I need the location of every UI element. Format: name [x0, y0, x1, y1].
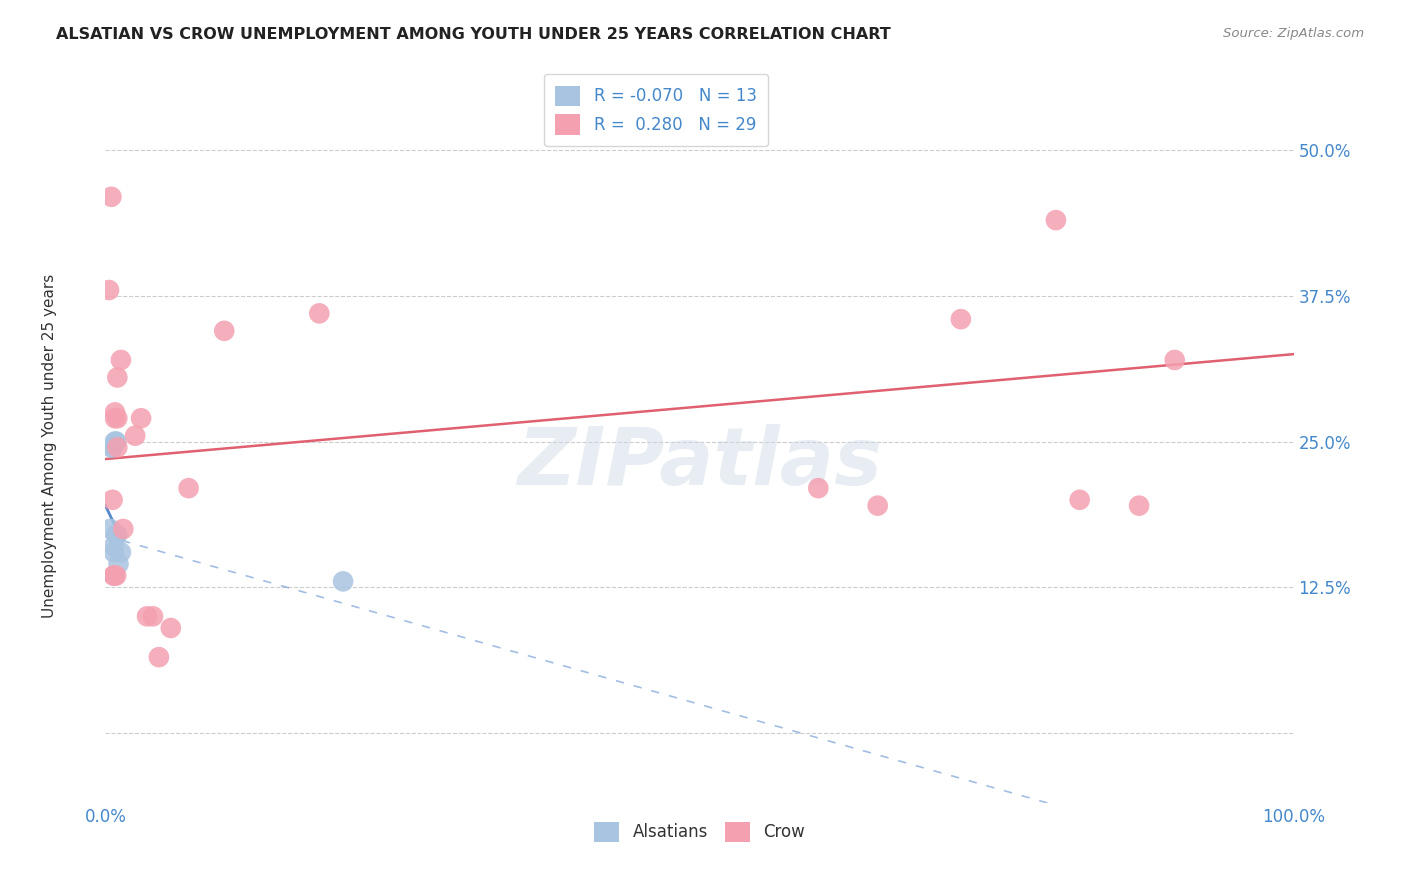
- Point: [100, 441, 122, 455]
- Text: ALSATIAN VS CROW UNEMPLOYMENT AMONG YOUTH UNDER 25 YEARS CORRELATION CHART: ALSATIAN VS CROW UNEMPLOYMENT AMONG YOUT…: [56, 27, 891, 42]
- Point: [1128, 499, 1150, 513]
- Point: [107, 557, 129, 571]
- Point: [866, 499, 889, 513]
- Point: [103, 568, 125, 582]
- Text: Source: ZipAtlas.com: Source: ZipAtlas.com: [1223, 27, 1364, 40]
- Point: [177, 481, 200, 495]
- Point: [104, 405, 127, 419]
- Point: [1069, 492, 1091, 507]
- Point: [105, 441, 128, 455]
- Point: [136, 609, 159, 624]
- Point: [103, 568, 125, 582]
- Point: [1045, 213, 1067, 227]
- Text: Unemployment Among Youth under 25 years: Unemployment Among Youth under 25 years: [42, 274, 56, 618]
- Point: [949, 312, 972, 326]
- Point: [110, 353, 132, 368]
- Point: [103, 545, 125, 559]
- Point: [112, 522, 135, 536]
- Point: [105, 528, 128, 542]
- Point: [148, 650, 170, 665]
- Point: [104, 411, 127, 425]
- Text: ZIPatlas: ZIPatlas: [517, 425, 882, 502]
- Point: [129, 411, 152, 425]
- Point: [100, 190, 122, 204]
- Point: [101, 441, 124, 455]
- Point: [308, 306, 330, 320]
- Point: [98, 522, 121, 536]
- Point: [104, 434, 127, 449]
- Point: [110, 545, 132, 559]
- Point: [105, 411, 128, 425]
- Point: [105, 370, 128, 384]
- Point: [101, 492, 124, 507]
- Point: [103, 540, 125, 554]
- Point: [332, 574, 354, 589]
- Point: [98, 283, 121, 297]
- Point: [142, 609, 165, 624]
- Point: [807, 481, 830, 495]
- Point: [1164, 353, 1187, 368]
- Point: [159, 621, 181, 635]
- Point: [105, 528, 128, 542]
- Point: [214, 324, 236, 338]
- Point: [105, 568, 128, 582]
- Point: [105, 434, 128, 449]
- Point: [124, 428, 146, 442]
- Point: [104, 568, 127, 582]
- Legend: Alsatians, Crow: Alsatians, Crow: [588, 815, 811, 848]
